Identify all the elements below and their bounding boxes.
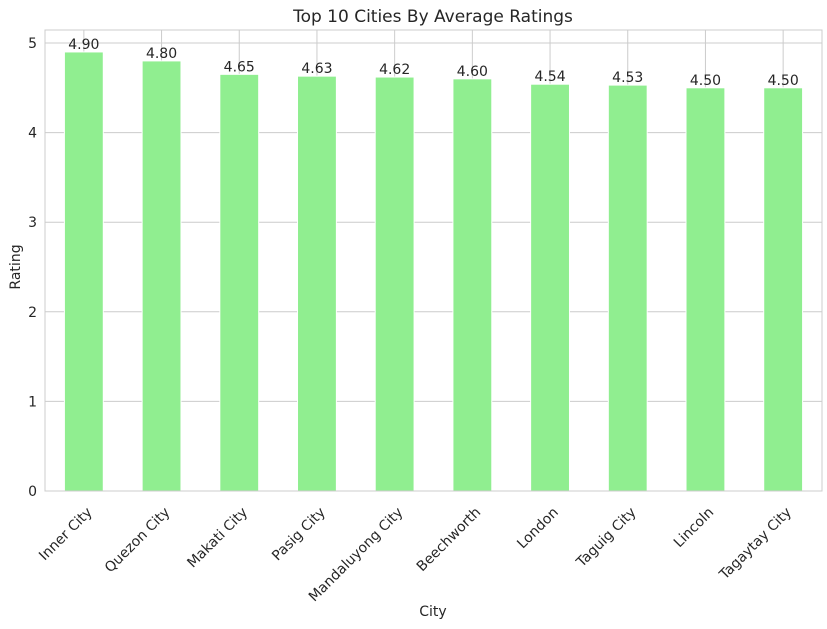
x-tick-label: Inner City	[36, 505, 95, 564]
data-label: 4.65	[224, 59, 255, 75]
bar	[219, 73, 260, 492]
x-tick-label: Quezon City	[102, 505, 174, 577]
data-label: 4.80	[146, 46, 177, 62]
y-tick-labels: 0 1 2 3 4 5	[28, 36, 37, 500]
y-tick-label: 5	[28, 36, 37, 52]
data-label: 4.62	[379, 62, 410, 78]
chart-title: Top 10 Cities By Average Ratings	[292, 7, 573, 27]
x-tick-label: Beechworth	[414, 505, 484, 575]
bar	[530, 83, 570, 492]
x-tick-label: Taguig City	[573, 505, 640, 572]
x-tick-labels: Inner City Quezon City Makati City Pasig Ci…	[36, 505, 795, 606]
bar	[607, 84, 648, 492]
bar	[763, 87, 804, 492]
y-tick-label: 3	[28, 215, 37, 231]
y-axis-label: Rating	[8, 244, 24, 289]
data-label: 4.50	[768, 73, 799, 89]
data-label: 4.60	[457, 64, 488, 80]
x-axis-label: City	[419, 604, 446, 620]
bars	[63, 51, 804, 492]
y-tick-label: 0	[28, 484, 37, 500]
bar	[63, 51, 104, 492]
bar	[374, 76, 415, 492]
bar	[141, 60, 182, 492]
data-labels: 4.90 4.80 4.65 4.63 4.62 4.60 4.54 4.53 4.50 4.50	[68, 37, 798, 89]
plot-frame	[44, 29, 823, 492]
data-label: 4.90	[68, 37, 99, 53]
x-tick-label: Pasig City	[269, 505, 329, 565]
y-tick-label: 4	[28, 126, 37, 142]
x-tick-label: Tagaytay City	[716, 505, 795, 584]
y-tick-label: 2	[28, 305, 37, 321]
x-tick-label: Makati City	[184, 505, 251, 572]
y-tick-label: 1	[28, 394, 37, 410]
data-label: 4.53	[612, 70, 643, 86]
data-label: 4.50	[690, 73, 721, 89]
bar	[685, 87, 726, 492]
bar	[452, 78, 493, 492]
bar	[297, 75, 337, 492]
x-tick-label: London	[514, 505, 562, 553]
data-label: 4.63	[301, 61, 332, 77]
data-label: 4.54	[534, 69, 565, 85]
x-tick-label: Lincoln	[671, 505, 717, 551]
